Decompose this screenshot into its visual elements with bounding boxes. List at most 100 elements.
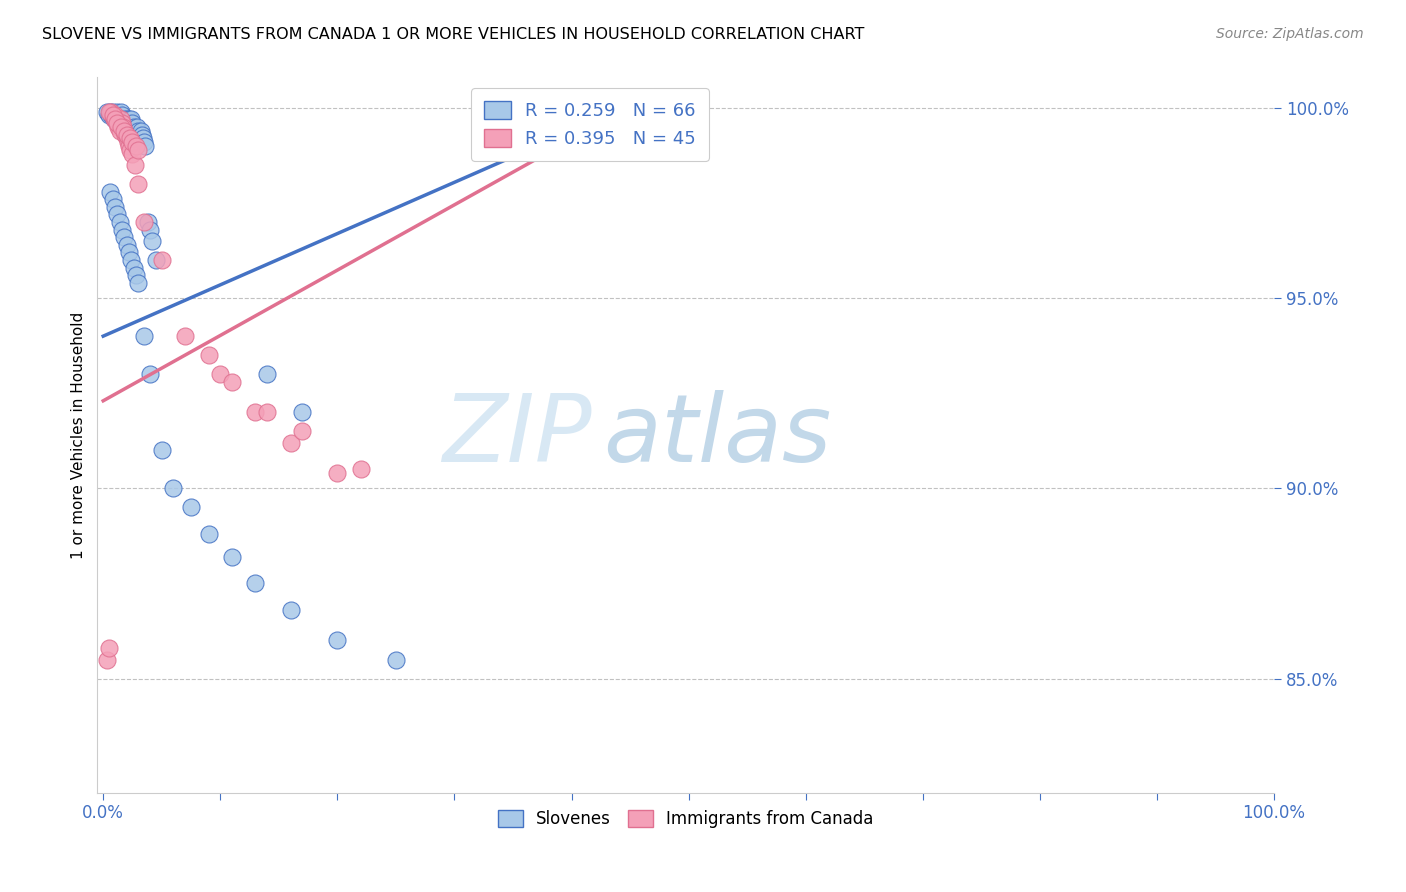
Point <box>101 192 124 206</box>
Point <box>174 329 197 343</box>
Point <box>112 112 135 127</box>
Point <box>110 120 132 134</box>
Point <box>120 131 142 145</box>
Point <box>291 405 314 419</box>
Point <box>111 222 134 236</box>
Point <box>118 120 141 134</box>
Point <box>115 237 138 252</box>
Point <box>104 112 127 127</box>
Point <box>132 131 155 145</box>
Point <box>122 260 145 275</box>
Point <box>114 128 136 142</box>
Text: ZIP: ZIP <box>441 390 592 481</box>
Point <box>105 116 128 130</box>
Point <box>134 329 156 343</box>
Point <box>108 215 131 229</box>
Point <box>101 108 124 122</box>
Point <box>121 116 143 130</box>
Point <box>124 158 146 172</box>
Point <box>105 207 128 221</box>
Point <box>245 576 267 591</box>
Point <box>115 128 138 142</box>
Point <box>100 108 122 122</box>
Point <box>326 633 349 648</box>
Point <box>385 652 408 666</box>
Point <box>120 112 142 127</box>
Point <box>256 405 278 419</box>
Point <box>127 276 149 290</box>
Point <box>125 128 148 142</box>
Point <box>125 268 148 283</box>
Point <box>118 112 141 127</box>
Point <box>125 139 148 153</box>
Point <box>134 135 156 149</box>
Point <box>291 424 314 438</box>
Point <box>350 462 373 476</box>
Legend: Slovenes, Immigrants from Canada: Slovenes, Immigrants from Canada <box>491 803 880 834</box>
Point <box>136 215 159 229</box>
Point <box>108 124 131 138</box>
Point <box>112 124 135 138</box>
Point <box>128 128 150 142</box>
Point <box>118 245 141 260</box>
Point <box>112 124 135 138</box>
Point <box>104 108 127 122</box>
Point <box>96 652 118 666</box>
Point <box>112 120 135 134</box>
Point <box>280 435 302 450</box>
Point <box>120 116 142 130</box>
Point <box>107 108 129 122</box>
Point <box>98 104 121 119</box>
Y-axis label: 1 or more Vehicles in Household: 1 or more Vehicles in Household <box>72 311 86 558</box>
Point <box>280 603 302 617</box>
Point <box>98 185 121 199</box>
Point <box>107 120 129 134</box>
Point <box>115 120 138 134</box>
Point <box>96 104 118 119</box>
Point <box>209 367 232 381</box>
Point <box>98 108 121 122</box>
Point <box>141 234 163 248</box>
Point <box>121 135 143 149</box>
Point <box>115 112 138 127</box>
Text: atlas: atlas <box>603 390 831 481</box>
Point <box>121 146 143 161</box>
Point <box>326 466 349 480</box>
Point <box>105 116 128 130</box>
Text: SLOVENE VS IMMIGRANTS FROM CANADA 1 OR MORE VEHICLES IN HOUSEHOLD CORRELATION CH: SLOVENE VS IMMIGRANTS FROM CANADA 1 OR M… <box>42 27 865 42</box>
Point <box>134 139 156 153</box>
Point <box>110 112 132 127</box>
Point <box>120 253 142 268</box>
Point <box>162 481 184 495</box>
Point <box>98 104 121 119</box>
Point <box>111 116 134 130</box>
Point <box>139 222 162 236</box>
Point <box>124 124 146 138</box>
Point <box>100 104 122 119</box>
Point <box>131 128 153 142</box>
Point <box>110 112 132 127</box>
Point <box>139 367 162 381</box>
Point <box>180 500 202 515</box>
Point <box>127 120 149 134</box>
Point <box>105 112 128 127</box>
Point <box>115 131 138 145</box>
Point <box>98 641 121 656</box>
Text: Source: ZipAtlas.com: Source: ZipAtlas.com <box>1216 27 1364 41</box>
Point <box>117 116 139 130</box>
Point <box>103 112 125 127</box>
Point <box>112 116 135 130</box>
Point <box>256 367 278 381</box>
Point <box>122 120 145 134</box>
Point <box>112 230 135 244</box>
Point <box>108 112 131 127</box>
Point <box>127 177 149 191</box>
Point <box>150 253 173 268</box>
Point <box>105 104 128 119</box>
Point <box>245 405 267 419</box>
Point <box>111 108 134 122</box>
Point <box>221 375 243 389</box>
Point <box>129 124 152 138</box>
Point <box>101 108 124 122</box>
Point <box>127 124 149 138</box>
